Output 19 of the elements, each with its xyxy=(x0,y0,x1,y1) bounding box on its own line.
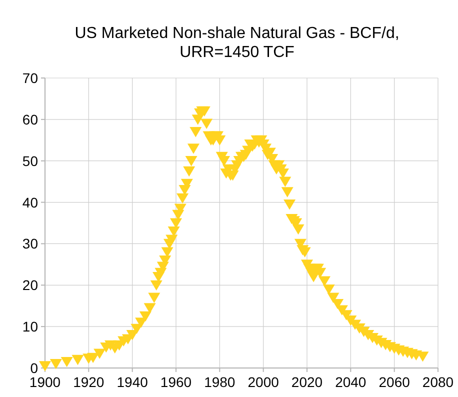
x-tick-label: 2000 xyxy=(248,374,280,390)
x-tick-label: 2020 xyxy=(291,374,323,390)
x-tick-label: 2080 xyxy=(422,374,454,390)
y-tick-label: 70 xyxy=(22,70,38,86)
y-tick-label: 50 xyxy=(22,152,38,169)
x-tick-label: 1940 xyxy=(116,374,148,390)
y-tick-label: 40 xyxy=(22,194,38,210)
chart-title: US Marketed Non-shale Natural Gas - BCF/d, URR=1450 TCF xyxy=(74,25,400,61)
x-tick-label: 1960 xyxy=(160,374,192,390)
y-tick-label: 20 xyxy=(22,277,38,294)
x-tick-label: 2060 xyxy=(378,374,410,390)
y-tick-label: 0 xyxy=(30,360,38,376)
x-tick-label: 2040 xyxy=(335,374,366,390)
y-tick-label: 60 xyxy=(22,111,38,128)
y-tick-label: 10 xyxy=(22,318,38,335)
x-tick-label: 1980 xyxy=(204,374,236,390)
x-tick-label: 1920 xyxy=(73,374,104,390)
x-tick-label: 1900 xyxy=(29,374,61,390)
y-tick-label: 30 xyxy=(22,236,38,252)
